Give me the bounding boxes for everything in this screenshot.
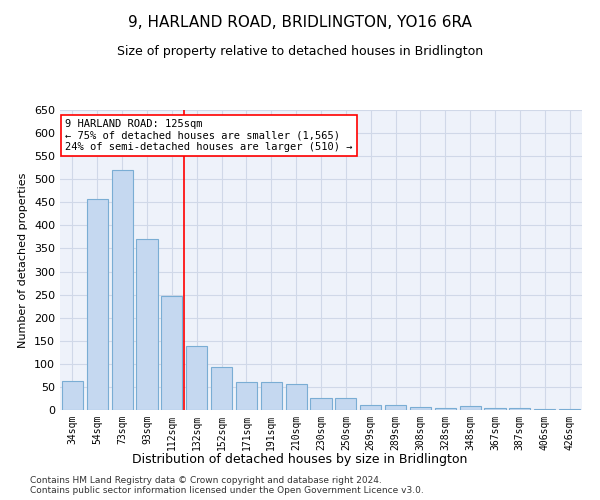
Bar xyxy=(559,409,580,410)
Bar xyxy=(509,408,530,410)
Bar xyxy=(186,346,207,410)
Bar xyxy=(484,408,506,410)
Text: 9, HARLAND ROAD, BRIDLINGTON, YO16 6RA: 9, HARLAND ROAD, BRIDLINGTON, YO16 6RA xyxy=(128,15,472,30)
Bar xyxy=(460,406,481,410)
Y-axis label: Number of detached properties: Number of detached properties xyxy=(19,172,28,348)
Bar xyxy=(286,384,307,410)
Bar xyxy=(435,408,456,410)
Bar xyxy=(360,405,381,410)
Bar xyxy=(236,382,257,410)
Text: Size of property relative to detached houses in Bridlington: Size of property relative to detached ho… xyxy=(117,45,483,58)
Bar xyxy=(211,367,232,410)
Text: 9 HARLAND ROAD: 125sqm
← 75% of detached houses are smaller (1,565)
24% of semi-: 9 HARLAND ROAD: 125sqm ← 75% of detached… xyxy=(65,119,353,152)
Bar xyxy=(335,398,356,410)
Bar xyxy=(261,382,282,410)
Bar xyxy=(161,296,182,410)
Bar xyxy=(310,398,332,410)
Bar xyxy=(112,170,133,410)
Text: Distribution of detached houses by size in Bridlington: Distribution of detached houses by size … xyxy=(133,452,467,466)
Bar xyxy=(136,239,158,410)
Bar xyxy=(62,382,83,410)
Text: Contains HM Land Registry data © Crown copyright and database right 2024.
Contai: Contains HM Land Registry data © Crown c… xyxy=(30,476,424,495)
Bar xyxy=(410,407,431,410)
Bar xyxy=(534,409,555,410)
Bar xyxy=(87,198,108,410)
Bar xyxy=(385,405,406,410)
